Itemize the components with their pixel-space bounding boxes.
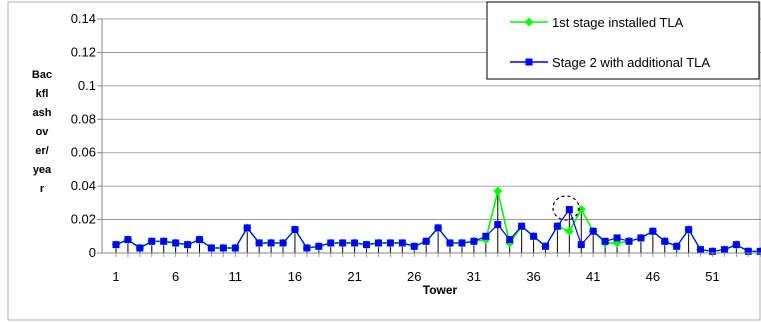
series-2-point [661,237,669,245]
series-2-point [351,239,359,247]
x-tick-label: 11 [229,269,243,284]
series-2-point [744,247,752,255]
series-2-point [386,239,394,247]
y-tick-label: 0.06 [71,145,96,160]
series-1-point [576,205,586,215]
series-2-point [291,226,299,234]
y-tick-label: 0.14 [71,11,96,26]
series-2-point [398,239,406,247]
series-2-point [685,226,693,234]
series-2-point [732,241,740,249]
series-2-point [649,227,657,235]
series-2-point [160,237,168,245]
x-tick-label: 36 [526,269,540,284]
series-2-point [673,242,681,250]
series-2-point [637,234,645,242]
series-2-point [219,244,227,252]
x-tick-label: 51 [705,269,719,284]
series-markers [111,186,761,256]
series-2-point [553,222,561,230]
y-axis-label-line: Bac [32,69,52,81]
series-2-point [601,237,609,245]
legend-label-2: Stage 2 with additional TLA [552,55,710,70]
series-2-point [565,206,573,214]
series-2-point [303,244,311,252]
series-2-point [709,247,716,255]
legend: 1st stage installed TLA Stage 2 with addi… [486,1,760,80]
series-2-point [589,227,597,235]
series-2-point [482,232,490,240]
y-axis-label: Bac kfl ash ov er/yea r [32,69,52,195]
series-2-point [494,221,502,229]
y-axis-label-line: yea [33,164,52,176]
series-2-point [530,232,538,240]
series-2-point [625,237,633,245]
series-2-point [243,224,251,232]
series-1-point [564,226,574,236]
x-tick-label: 26 [407,269,421,284]
series-2-point [172,239,180,247]
series-2-point [446,239,454,247]
series-2-point [279,239,287,247]
x-axis-ticks: 1 6 11 16 21 26 31 36 41 46 51 [112,253,761,284]
y-tick-label: 0.04 [71,178,96,193]
axes [101,19,761,254]
x-axis-label: Tower [423,283,458,297]
series-2-point [136,244,144,252]
x-tick-label: 41 [586,269,600,284]
y-tick-label: 0.1 [78,78,96,93]
series-2-point [255,239,263,247]
y-axis-label-line: kfl [36,88,49,100]
x-tick-label: 21 [347,269,361,284]
y-tick-label: 0.08 [71,111,96,126]
series-2-point [422,237,430,245]
series-2-point [720,246,728,254]
series-2-point [434,224,442,232]
series-2-point [506,236,514,244]
y-tick-label: 0 [89,245,96,260]
highlight-circle [552,195,580,221]
series-2-point [267,239,275,247]
series-2-point [458,239,466,247]
series-2-point [697,246,705,254]
series-2-point [374,239,382,247]
series-2-point [327,239,335,247]
series-2-point [184,241,192,249]
legend-label-1: 1st stage installed TLA [552,15,684,30]
series-2-point [231,244,239,252]
x-tick-label: 16 [288,269,302,284]
x-tick-label: 46 [646,269,660,284]
y-axis-label-line: er/ [35,145,48,157]
series-2-point [207,244,215,252]
series-2-point [470,237,478,245]
series-2-point [339,239,347,247]
x-tick-label: 31 [467,269,481,284]
series-1-point [493,186,503,196]
series-2-point [363,241,371,249]
y-axis-label-line: ash [33,107,52,119]
legend-marker-2 [525,58,533,66]
series-2-point [518,222,526,230]
series-2-point [541,242,549,250]
series-2-point [756,247,761,255]
series-2-point [315,242,323,250]
series-2-point [613,234,621,242]
y-axis-label-line: ov [36,126,50,138]
x-tick-label: 1 [112,269,119,284]
y-tick-label: 0.12 [71,44,96,59]
series-2-point [196,236,204,244]
series-2-point [124,236,132,244]
series-2-point [410,242,418,250]
series-2-point [577,241,585,249]
legend-marker-1 [524,17,534,27]
y-axis-label-line: r [40,183,45,195]
y-axis-ticks: 0 0.02 0.04 0.06 0.08 0.1 0.12 0.14 [71,11,102,260]
y-tick-label: 0.02 [71,212,96,227]
series-2-point [112,241,120,249]
series-2-point [148,237,156,245]
legend-box [486,1,760,80]
x-tick-label: 6 [172,269,179,284]
